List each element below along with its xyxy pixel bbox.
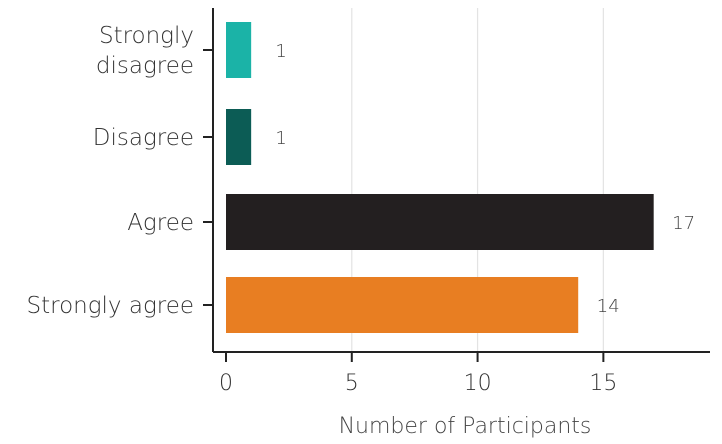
data-label: 17 xyxy=(672,213,695,234)
x-tick-label: 10 xyxy=(464,371,492,396)
category-label: Strongly disagree xyxy=(96,23,194,79)
category-label: Agree xyxy=(127,210,194,236)
category-label-line: Disagree xyxy=(93,125,194,151)
bar xyxy=(226,194,654,250)
category-label-line: Strongly xyxy=(99,23,194,49)
category-label-line: Strongly agree xyxy=(27,293,194,319)
x-tick-label: 15 xyxy=(589,371,617,396)
bars xyxy=(226,22,654,333)
data-label: 1 xyxy=(275,128,286,149)
data-label: 1 xyxy=(275,41,286,62)
x-ticks: 0 5 10 15 xyxy=(219,352,617,396)
y-ticks: Strongly disagree Disagree Agree Strongly ag… xyxy=(27,23,213,319)
bar xyxy=(226,22,252,78)
category-label-line: disagree xyxy=(96,53,194,79)
category-label: Disagree xyxy=(93,125,194,151)
data-label: 14 xyxy=(597,296,620,317)
x-tick-label: 5 xyxy=(345,371,359,396)
value-labels: 1 1 17 14 xyxy=(275,41,695,317)
bar xyxy=(226,277,579,333)
axes xyxy=(212,8,710,353)
x-axis-title: Number of Participants xyxy=(339,414,592,439)
bar xyxy=(226,109,252,165)
category-label: Strongly agree xyxy=(27,293,194,319)
x-tick-label: 0 xyxy=(219,371,233,396)
category-label-line: Agree xyxy=(127,210,194,236)
